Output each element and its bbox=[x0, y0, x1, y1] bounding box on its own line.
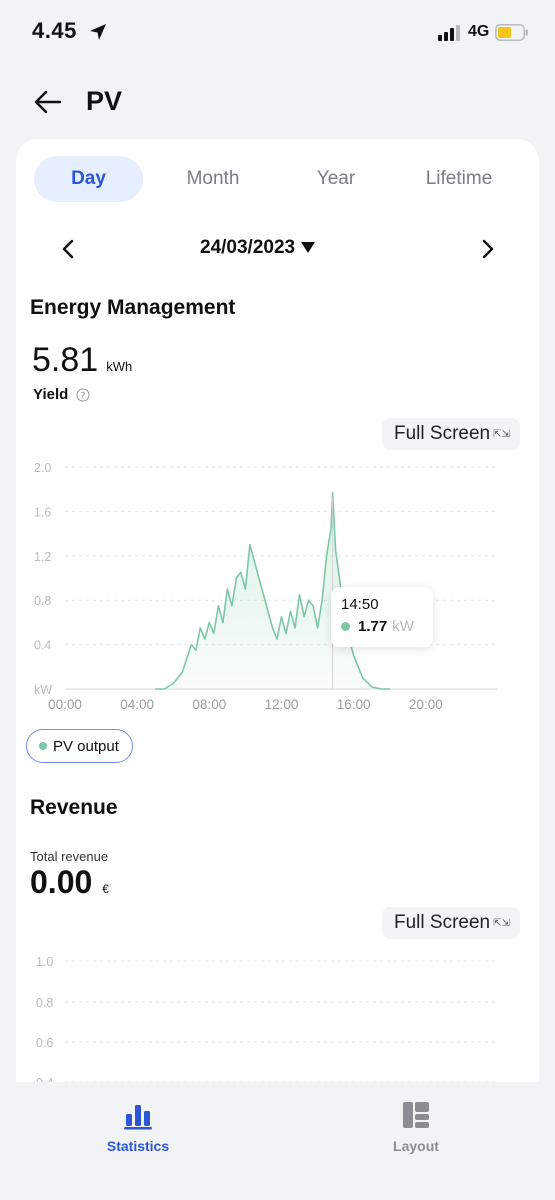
revenue-y-tick-label: 1.0 bbox=[36, 955, 53, 969]
tooltip-time: 14:50 bbox=[341, 596, 379, 613]
fullscreen-button[interactable]: Full Screen ⇱⇲ bbox=[382, 418, 520, 450]
tooltip-value: 1.77 bbox=[358, 618, 388, 635]
total-revenue-label: Total revenue bbox=[30, 849, 109, 864]
revenue-y-tick-label: 0.8 bbox=[36, 996, 53, 1010]
legend-pv-output[interactable]: PV output bbox=[26, 729, 133, 763]
content-card bbox=[16, 139, 539, 1119]
y-tick-label: 1.6 bbox=[34, 505, 51, 519]
signal-icon bbox=[438, 25, 460, 41]
chevron-right-icon[interactable] bbox=[476, 238, 498, 260]
tooltip-unit: kW bbox=[392, 618, 414, 635]
x-tick-label: 20:00 bbox=[409, 697, 443, 712]
tooltip-dot bbox=[341, 622, 350, 631]
tab-year[interactable]: Year bbox=[316, 168, 356, 189]
back-arrow-icon[interactable] bbox=[32, 86, 64, 118]
bottom-tab-bar bbox=[0, 1082, 555, 1200]
y-tick-label: 0.4 bbox=[34, 639, 51, 653]
revenue-fullscreen-label: Full Screen bbox=[394, 912, 491, 933]
tab-statistics[interactable]: Statistics bbox=[98, 1100, 178, 1154]
x-tick-label: 04:00 bbox=[120, 697, 154, 712]
tooltip-row: 1.77 kW bbox=[341, 618, 414, 635]
revenue-section-title: Revenue bbox=[30, 796, 118, 819]
status-time: 4.45 bbox=[32, 18, 77, 43]
y-tick-label: 1.2 bbox=[34, 550, 51, 564]
energy-section-title: Energy Management bbox=[30, 296, 236, 319]
location-arrow-icon bbox=[90, 24, 106, 40]
layout-icon bbox=[403, 1102, 429, 1128]
bar-chart-icon bbox=[124, 1105, 152, 1130]
chart-tooltip: 14:50 1.77 kW bbox=[331, 587, 433, 647]
legend-label: PV output bbox=[53, 737, 119, 755]
y-tick-label: kW bbox=[34, 683, 52, 697]
revenue-chart: 1.0 0.8 0.6 0.4 bbox=[36, 955, 498, 1082]
chevron-left-icon[interactable] bbox=[58, 238, 80, 260]
revenue-y-tick-label: 0.4 bbox=[36, 1076, 53, 1082]
legend-dot bbox=[39, 742, 47, 750]
revenue-value-group: 0.00 € bbox=[30, 864, 109, 901]
tab-layout[interactable]: Layout bbox=[376, 1100, 456, 1154]
x-tick-label: 16:00 bbox=[337, 697, 371, 712]
tab-day[interactable]: Day bbox=[34, 156, 143, 202]
yield-unit: kWh bbox=[106, 359, 133, 374]
tab-layout-label: Layout bbox=[393, 1138, 439, 1154]
battery-icon bbox=[495, 24, 528, 41]
tab-month[interactable]: Month bbox=[186, 168, 240, 189]
fullscreen-label: Full Screen bbox=[394, 423, 491, 444]
tab-lifetime[interactable]: Lifetime bbox=[425, 168, 493, 189]
x-tick-label: 12:00 bbox=[265, 697, 299, 712]
revenue-y-tick-label: 0.6 bbox=[36, 1036, 53, 1050]
revenue-currency: € bbox=[102, 882, 109, 896]
yield-label: Yield bbox=[33, 386, 69, 403]
date-selector[interactable]: 24/03/2023 bbox=[200, 237, 316, 259]
yield-label-group: Yield ? bbox=[33, 386, 90, 403]
help-icon[interactable]: ? bbox=[76, 388, 90, 402]
y-tick-label: 0.8 bbox=[34, 594, 51, 608]
yield-value-group: 5.81 kWh bbox=[32, 341, 132, 380]
network-label: 4G bbox=[468, 23, 490, 40]
date-label: 24/03/2023 bbox=[200, 237, 296, 258]
x-tick-label: 08:00 bbox=[192, 697, 226, 712]
caret-down-icon bbox=[301, 242, 316, 253]
page-title: PV bbox=[86, 86, 123, 116]
yield-value: 5.81 bbox=[32, 341, 99, 379]
revenue-value: 0.00 bbox=[30, 864, 93, 900]
tab-statistics-label: Statistics bbox=[106, 1138, 170, 1154]
svg-text:?: ? bbox=[81, 391, 86, 401]
expand-icon: ⇱⇲ bbox=[493, 428, 510, 440]
revenue-fullscreen-button[interactable]: Full Screen ⇱⇲ bbox=[382, 907, 520, 939]
energy-chart[interactable]: kW 0.4 0.8 1.2 1.6 2.0 00:00 04:00 08:00 12:00 16:… bbox=[0, 455, 555, 725]
revenue-expand-icon: ⇱⇲ bbox=[493, 917, 510, 929]
y-tick-label: 2.0 bbox=[34, 461, 51, 475]
x-tick-label: 00:00 bbox=[48, 697, 82, 712]
